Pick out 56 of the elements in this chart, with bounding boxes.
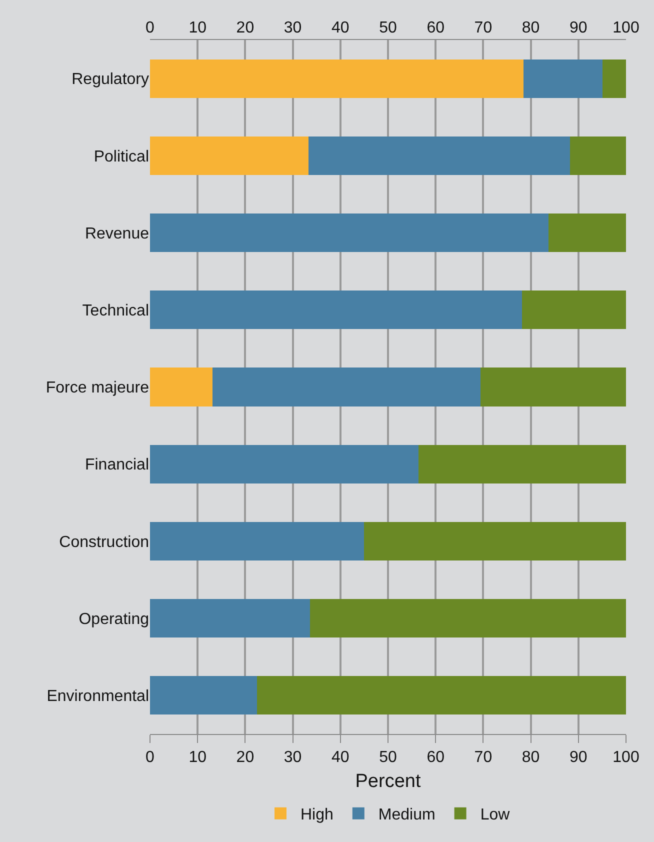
y-tick-label: Revenue — [84, 225, 150, 242]
bar — [150, 522, 364, 560]
x-tick-label: 60 — [426, 20, 445, 37]
x2-tick-label: 60 — [426, 749, 445, 766]
y-tick-label: Force majeure — [46, 380, 150, 397]
x-tick-label: 20 — [236, 20, 254, 37]
x-tick-label: 70 — [474, 20, 492, 37]
y-tick-label: Environmental — [46, 688, 149, 706]
bar — [212, 368, 480, 406]
bar — [150, 214, 548, 252]
y-tick-label: Political — [94, 148, 149, 166]
bar — [524, 59, 603, 98]
bar — [418, 444, 626, 484]
legend-label: Medium — [378, 806, 436, 824]
bar — [150, 599, 310, 638]
bar — [364, 522, 626, 560]
x2-tick-label: 100 — [612, 749, 640, 766]
bar — [570, 136, 626, 175]
x-tick-label: 90 — [570, 20, 588, 37]
x-tick-label: 30 — [284, 20, 302, 37]
x2-tick-label: 80 — [522, 749, 540, 766]
bar — [150, 136, 309, 175]
x-tick-label: 50 — [379, 20, 397, 37]
x2-tick-label: 10 — [188, 749, 207, 766]
x2-tick-label: 90 — [570, 749, 588, 766]
bar — [150, 676, 258, 715]
y-tick-label: Regulatory — [72, 71, 149, 88]
bar — [522, 290, 626, 330]
y-tick-label: Technical — [82, 302, 149, 320]
x2-tick-label: 70 — [474, 749, 492, 766]
bar — [310, 599, 626, 638]
bar — [257, 676, 626, 715]
x-tick-label: 100 — [612, 20, 640, 37]
x2-tick-label: 0 — [146, 749, 155, 766]
bar — [548, 214, 626, 252]
x-tick-label: 40 — [332, 20, 350, 37]
x2-tick-label: 40 — [332, 749, 350, 766]
x2-tick-label: 30 — [284, 749, 302, 766]
y-tick-label: Financial — [84, 456, 149, 474]
legend-label: Low — [480, 806, 510, 824]
bar — [150, 368, 212, 406]
bar — [150, 59, 524, 98]
x-tick-label: 10 — [188, 20, 207, 37]
x-tick-label: 0 — [146, 20, 155, 37]
x-axis-title: Percent — [355, 771, 422, 792]
bar — [480, 368, 626, 406]
y-tick-label: Construction — [59, 534, 149, 551]
y-tick-label: Operating — [78, 610, 149, 628]
x2-tick-label: 20 — [236, 749, 254, 766]
legend-label: High — [300, 806, 334, 824]
x2-tick-label: 50 — [379, 749, 397, 766]
bar — [602, 59, 626, 98]
x-tick-label: 80 — [522, 20, 540, 37]
bar — [150, 444, 418, 484]
bar — [150, 290, 522, 330]
bar — [308, 136, 570, 175]
